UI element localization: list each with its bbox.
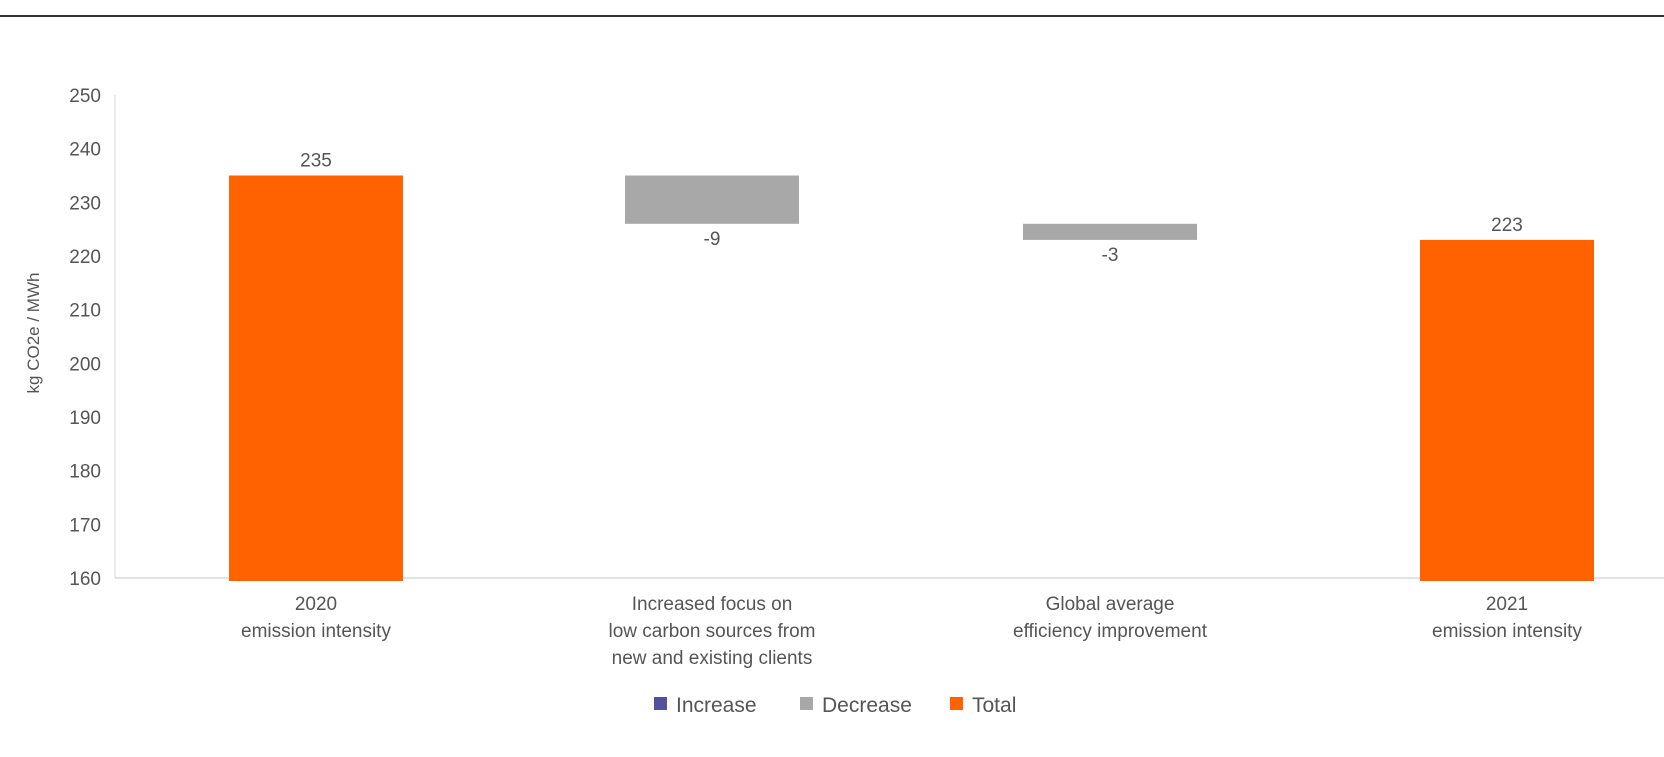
y-tick-label: 180 [69, 462, 101, 483]
legend-swatch [800, 697, 813, 710]
top-rule [0, 15, 1664, 17]
legend-label: Total [972, 694, 1016, 717]
data-label: 223 [1491, 215, 1523, 236]
y-tick-label: 210 [69, 301, 101, 322]
y-tick-label: 170 [69, 515, 101, 536]
y-axis: 160 170 180 190 200 210 220 230 240 250 [69, 86, 1664, 590]
category-label: low carbon sources from [609, 621, 816, 642]
bar-decrease [1023, 223, 1197, 240]
category-label: Increased focus on [632, 594, 793, 615]
y-tick-label: 250 [69, 86, 101, 107]
category-label: Global average [1046, 594, 1175, 615]
legend-swatch [950, 697, 963, 710]
bar-decrease [625, 175, 799, 224]
y-tick-label: 230 [69, 193, 101, 214]
legend: Increase Decrease Total [654, 694, 1016, 717]
category-label: efficiency improvement [1013, 621, 1208, 642]
category-labels: 2020 emission intensity Increased focus on… [241, 594, 1582, 669]
category-label: emission intensity [241, 621, 391, 642]
data-label: -3 [1102, 245, 1119, 266]
y-tick-label: 240 [69, 140, 101, 161]
legend-label: Increase [676, 694, 757, 717]
bar-total [229, 175, 403, 578]
y-tick-label: 200 [69, 354, 101, 375]
data-label: 235 [300, 151, 332, 172]
y-tick-label: 190 [69, 408, 101, 429]
category-label: emission intensity [1432, 621, 1582, 642]
legend-label: Decrease [822, 694, 912, 717]
data-label: -9 [704, 229, 721, 250]
bars [229, 175, 1594, 581]
data-labels: 235 -9 -3 223 [300, 151, 1523, 266]
y-tick-label: 160 [69, 569, 101, 590]
bar-total [1420, 239, 1594, 578]
legend-swatch [654, 697, 667, 710]
y-tick-label: 220 [69, 247, 101, 268]
y-axis-title: kg CO2e / MWh [24, 273, 43, 394]
category-label: new and existing clients [612, 648, 813, 669]
category-label: 2020 [295, 594, 337, 615]
category-label: 2021 [1486, 594, 1528, 615]
